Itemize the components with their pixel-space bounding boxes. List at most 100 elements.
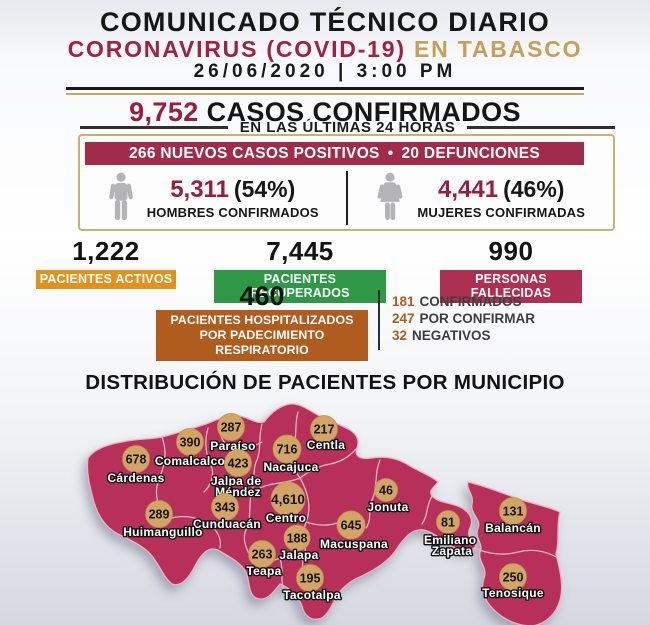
marker-teapa: 263 Teapa <box>245 540 283 579</box>
new-cases-banner: 266 NUEVOS CASOS POSITIVOS • 20 DEFUNCIONE… <box>85 142 584 165</box>
recovered-patients-badge: PACIENTES RECUPERADOS <box>214 270 386 303</box>
marker-centla: 217 Centla <box>305 415 346 453</box>
subtitle-tabasco: EN TABASCO <box>414 36 583 62</box>
subtitle-coronavirus: CORONAVIRUS (COVID-19) <box>67 36 406 62</box>
marker-jonuta: 46 Jonuta <box>366 478 410 515</box>
svg-text:390: 390 <box>180 436 201 450</box>
new-deaths-label: 20 DEFUNCIONES <box>401 145 540 162</box>
female-person-icon <box>377 172 403 221</box>
svg-text:81: 81 <box>441 516 455 530</box>
breakdown-negative: 32 NEGATIVOS <box>392 327 535 344</box>
svg-text:716: 716 <box>277 443 298 457</box>
female-percent: (46%) <box>503 176 565 202</box>
active-patients-value: 1,222 <box>72 236 140 266</box>
breakdown-confirmed-value: 181 <box>392 294 415 309</box>
svg-text:Emiliano Zapata: Emiliano Zapata <box>424 533 480 558</box>
marker-huimanguillo: 289 Huimanguillo <box>122 500 204 540</box>
gender-divider <box>345 171 348 225</box>
svg-text:Centro: Centro <box>266 511 306 525</box>
svg-text:Comalcalco: Comalcalco <box>155 454 225 468</box>
svg-text:Nacajuca: Nacajuca <box>263 460 318 474</box>
svg-text:263: 263 <box>252 548 273 562</box>
hospitalized-breakdown: 181 CONFIRMADOS 247 POR CONFIRMAR 32 NEGATI… <box>392 293 535 344</box>
male-text: 5,311 (54%) HOMBRES CONFIRMADOS <box>147 176 319 220</box>
active-patients-badge: PACIENTES ACTIVOS <box>36 270 176 289</box>
confirmed-cases-headline: 9,752 CASOS CONFIRMADOS <box>0 97 650 128</box>
deceased-stat: 990 PERSONAS FALLECIDAS <box>440 236 582 303</box>
marker-cardenas: 678 Cárdenas <box>106 445 166 486</box>
tabasco-municipality-map: 678 Cárdenas 390 Comalcalco 287 Paraíso … <box>86 403 563 625</box>
right-rule <box>467 126 615 129</box>
breakdown-negative-label: NEGATIVOS <box>412 328 491 343</box>
svg-text:Teapa: Teapa <box>246 564 281 578</box>
svg-text:343: 343 <box>215 501 236 515</box>
svg-text:289: 289 <box>149 508 170 522</box>
marker-tacotalpa: 195 Tacotalpa <box>282 564 342 603</box>
breakdown-pending-label: POR CONFIRMAR <box>419 311 536 326</box>
recovered-patients-value: 7,445 <box>266 236 334 266</box>
male-percent: (54%) <box>233 176 296 202</box>
left-rule <box>80 126 228 129</box>
marker-centro: 4,610 Centro <box>264 481 307 526</box>
svg-text:Cunduacán: Cunduacán <box>193 517 261 531</box>
svg-text:Huimanguillo: Huimanguillo <box>123 525 203 539</box>
marker-nacajuca: 716 Nacajuca <box>262 434 320 475</box>
marker-paraiso: 287 Paraíso <box>209 413 257 454</box>
last-24h-label: EN LAS ÚLTIMAS 24 HORAS <box>239 119 456 136</box>
svg-text:Cárdenas: Cárdenas <box>107 471 164 485</box>
banner-bullet: • <box>387 145 394 162</box>
marker-macuspana: 645 Macuspana <box>319 510 389 552</box>
female-stats: 4,441 (46%) MUJERES CONFIRMADAS <box>348 172 614 224</box>
svg-text:Paraíso: Paraíso <box>210 439 255 453</box>
hospitalized-badge-line2: POR PADECIMIENTO RESPIRATORIO <box>199 328 325 357</box>
male-value: 5,311 <box>170 176 229 203</box>
hospitalized-badge: PACIENTES HOSPITALIZADOS POR PADECIMIENT… <box>156 310 368 361</box>
svg-text:Tenosique: Tenosique <box>482 586 544 600</box>
marker-tenosique: 250 Tenosique <box>481 563 545 601</box>
svg-text:46: 46 <box>379 484 393 498</box>
svg-text:678: 678 <box>126 453 147 467</box>
breakdown-confirmed-label: CONFIRMADOS <box>419 294 522 309</box>
svg-text:Centla: Centla <box>307 438 345 452</box>
last-24h-row: EN LAS ÚLTIMAS 24 HORAS <box>80 119 615 136</box>
svg-text:423: 423 <box>228 457 249 471</box>
daily-summary-box: 266 NUEVOS CASOS POSITIVOS • 20 DEFUNCIONE… <box>78 134 615 231</box>
male-label: HOMBRES CONFIRMADOS <box>146 205 319 220</box>
svg-text:217: 217 <box>314 423 335 437</box>
breakdown-pending: 247 POR CONFIRMAR <box>392 310 535 327</box>
header-divider-gold <box>66 93 584 95</box>
marker-jalapa: 188 Jalapa <box>278 524 320 563</box>
female-text: 4,441 (46%) MUJERES CONFIRMADAS <box>417 176 585 220</box>
hospitalized-badge-line1: PACIENTES HOSPITALIZADOS <box>170 313 354 327</box>
female-label: MUJERES CONFIRMADAS <box>417 205 586 220</box>
hospitalized-value: 460 <box>239 281 285 311</box>
municipality-markers: 678 Cárdenas 390 Comalcalco 287 Paraíso … <box>106 413 545 603</box>
svg-text:188: 188 <box>287 532 308 546</box>
confirmed-cases-value: 9,752 <box>129 97 199 127</box>
gender-row: 5,311 (54%) HOMBRES CONFIRMADOS <box>80 167 613 229</box>
header-divider-black <box>66 87 584 90</box>
male-stats: 5,311 (54%) HOMBRES CONFIRMADOS <box>80 172 346 224</box>
active-patients-stat: 1,222 PACIENTES ACTIVOS <box>36 236 176 289</box>
svg-text:131: 131 <box>503 505 524 519</box>
svg-text:287: 287 <box>221 421 242 435</box>
marker-emiliano-zapata: 81 Emiliano Zapata <box>423 510 480 559</box>
svg-text:4,610: 4,610 <box>271 492 305 507</box>
male-person-icon <box>108 172 133 221</box>
new-cases-label: 266 NUEVOS CASOS POSITIVOS <box>128 145 380 162</box>
svg-text:Jonuta: Jonuta <box>367 500 408 514</box>
map-title: DISTRIBUCIÓN DE PACIENTES POR MUNICIPIO <box>85 371 565 394</box>
marker-comalcalco: 390 Comalcalco <box>153 428 226 469</box>
female-value: 4,441 <box>438 176 499 203</box>
marker-balancan: 131 Balancán <box>484 497 542 536</box>
marker-cunduacan: 343 Cunduacán <box>192 493 262 532</box>
breakdown-negative-value: 32 <box>392 328 408 343</box>
date-time: 26/06/2020 | 3:00 PM <box>193 61 457 82</box>
svg-text:Jalapa: Jalapa <box>279 548 318 562</box>
svg-text:250: 250 <box>503 571 524 585</box>
svg-text:195: 195 <box>300 572 321 586</box>
svg-text:Tacotalpa: Tacotalpa <box>283 588 341 602</box>
breakdown-confirmed: 181 CONFIRMADOS <box>392 293 535 310</box>
breakdown-pending-value: 247 <box>392 311 415 326</box>
